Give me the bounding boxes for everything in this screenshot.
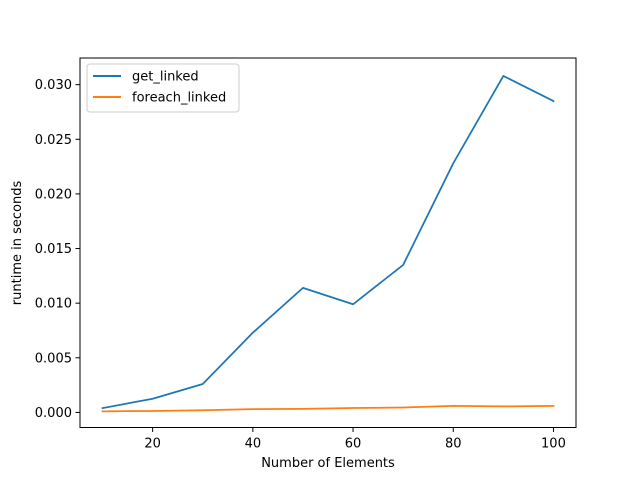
plot-frame	[79, 57, 577, 428]
x-axis-label: Number of Elements	[261, 456, 395, 471]
series-layer	[101, 75, 555, 413]
y-tick-label: 0.025	[35, 133, 72, 148]
legend-label-get-linked: get_linked	[132, 70, 199, 85]
series-line-foreach-linked	[101, 404, 555, 413]
y-tick-label: 0.030	[35, 78, 72, 93]
x-tick-label: 40	[245, 437, 262, 452]
x-tick-label: 20	[144, 437, 161, 452]
legend-label-foreach-linked: foreach_linked	[132, 91, 226, 106]
y-tick-label: 0.020	[35, 187, 72, 202]
y-axis-ticks: 0.000 0.005 0.010 0.015 0.020 0.025 0.030	[35, 78, 80, 421]
x-tick-label: 80	[445, 437, 462, 452]
x-tick-label: 60	[345, 437, 362, 452]
y-tick-label: 0.010	[35, 297, 72, 312]
y-tick-label: 0.015	[35, 242, 72, 257]
legend-box	[86, 63, 240, 113]
y-tick-label: 0.000	[35, 406, 72, 421]
series-line-get-linked	[101, 75, 555, 410]
y-axis-label: runtime in seconds	[10, 181, 25, 306]
x-axis-ticks: 20 40 60 80 100	[144, 427, 566, 452]
x-tick-label: 100	[541, 437, 566, 452]
legend: get_linked foreach_linked	[86, 63, 240, 113]
y-tick-label: 0.005	[35, 351, 72, 366]
